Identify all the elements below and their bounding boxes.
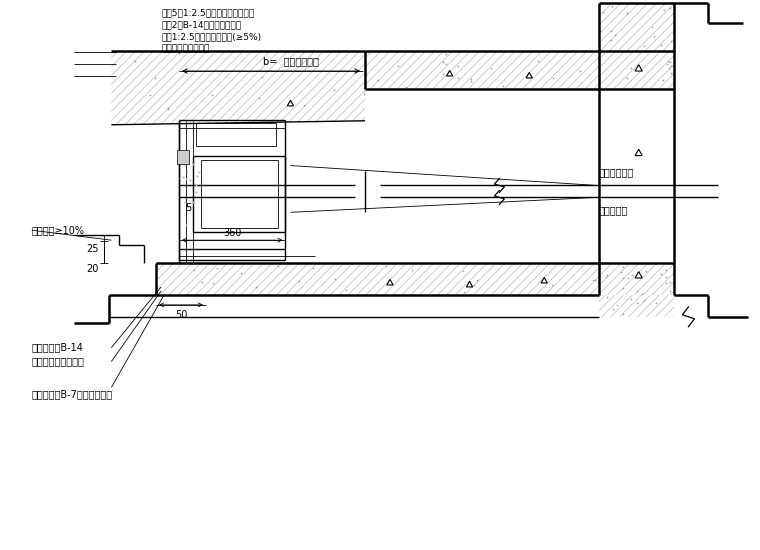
Text: 涂刷2遍B-14弹性水泥防水层: 涂刷2遍B-14弹性水泥防水层: [161, 20, 241, 29]
Text: b=  （按设计定）: b= （按设计定）: [263, 56, 319, 66]
Bar: [177, 150, 189, 163]
Text: 批灰1:2.5水泥砂浆找平层(≥5%): 批灰1:2.5水泥砂浆找平层(≥5%): [161, 32, 261, 41]
Text: 50: 50: [175, 310, 187, 320]
Text: 20: 20: [86, 264, 99, 274]
Text: 硅酮耐候胶B-7嵌门框密水胶: 硅酮耐候胶B-7嵌门框密水胶: [32, 389, 113, 399]
Text: 钢筋混凝土结构楼板: 钢筋混凝土结构楼板: [161, 44, 210, 53]
Text: 批灰5厚1:2.5钢刷木素砂浆找平层: 批灰5厚1:2.5钢刷木素砂浆找平层: [161, 8, 255, 18]
Text: 硬泡聚氨酯B-14: 硬泡聚氨酯B-14: [32, 343, 84, 353]
Text: 5: 5: [185, 204, 191, 213]
Text: 窗台坡度≥10%: 窗台坡度≥10%: [32, 226, 85, 235]
Text: 360: 360: [223, 228, 242, 238]
Text: 25: 25: [86, 244, 99, 254]
Text: 弹性水泥砂浆防水层: 弹性水泥砂浆防水层: [32, 356, 84, 366]
Text: 聚氨酯泡沫: 聚氨酯泡沫: [599, 205, 629, 216]
Text: 铝框压条嵌缝: 铝框压条嵌缝: [599, 168, 634, 178]
